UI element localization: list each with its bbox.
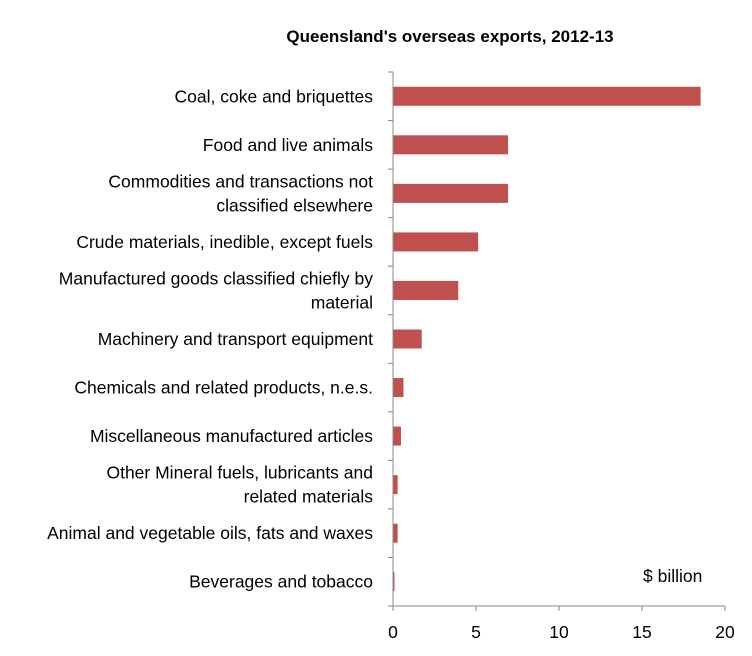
category-label: Beverages and tobacco [189, 572, 373, 592]
x-tick-label: 5 [471, 622, 481, 642]
x-tick-label: 10 [549, 622, 569, 642]
bar [393, 280, 459, 300]
x-axis-ticks: 0 5 10 15 20 [388, 71, 735, 642]
category-label: Machinery and transport equipment [98, 329, 373, 349]
bar [393, 426, 401, 446]
x-tick-label: 15 [632, 622, 651, 642]
bar [393, 183, 509, 203]
bar [393, 572, 395, 592]
bar [393, 86, 701, 106]
chart-title: Queensland's overseas exports, 2012-13 [286, 27, 613, 46]
category-label: Crude materials, inedible, except fuels [76, 232, 373, 252]
unit-label: $ billion [643, 566, 702, 586]
category-label: Miscellaneous manufactured articles [90, 426, 373, 446]
category-label: Food and live animals [203, 135, 373, 155]
bar [393, 523, 398, 543]
category-labels: Coal, coke and briquettes Food and live a… [47, 86, 373, 591]
bars-group [393, 86, 701, 592]
x-tick-label: 20 [715, 622, 735, 642]
category-label: Manufactured goods classified chiefly by… [59, 268, 373, 312]
category-label: Commodities and transactions not classifi… [108, 171, 373, 215]
bar [393, 135, 509, 155]
category-label: Other Mineral fuels, lubricants and relat… [106, 463, 373, 507]
category-label: Coal, coke and briquettes [175, 86, 374, 106]
bar [393, 378, 404, 398]
bar [393, 329, 422, 349]
bar [393, 475, 398, 495]
category-label: Chemicals and related products, n.e.s. [74, 378, 373, 398]
category-label: Animal and vegetable oils, fats and waxe… [47, 523, 373, 543]
x-tick-label: 0 [388, 622, 398, 642]
bar [393, 232, 479, 252]
